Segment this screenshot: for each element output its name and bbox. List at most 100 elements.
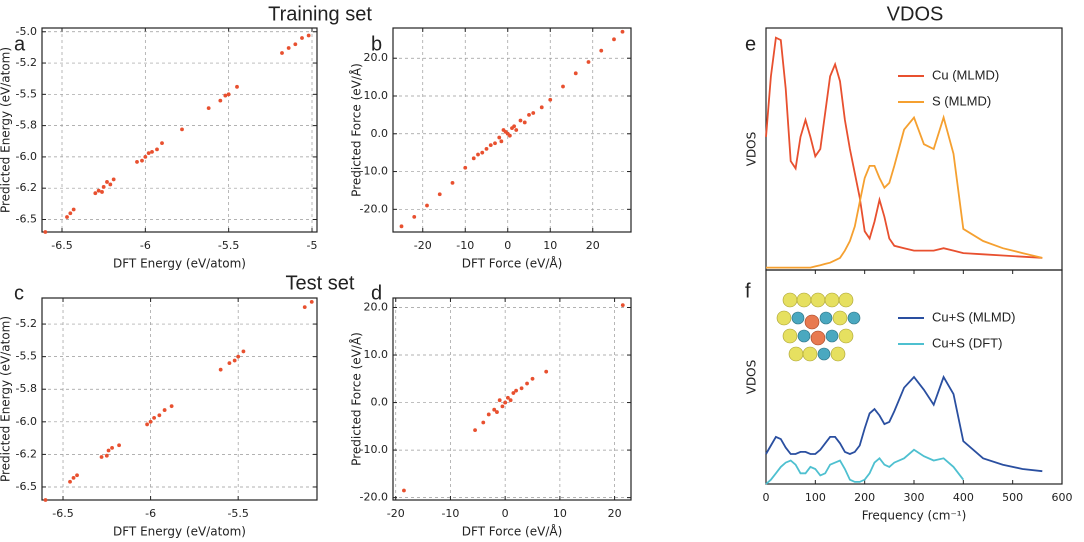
point	[235, 84, 239, 89]
y-tick-label: -10.0	[360, 165, 388, 178]
point	[155, 147, 159, 152]
panel-label: c	[14, 282, 24, 304]
panel-label: b	[371, 33, 382, 55]
point	[437, 192, 442, 197]
x-tick-label: 600	[1052, 491, 1073, 504]
x-tick-label: 20	[608, 507, 622, 520]
point	[525, 381, 529, 386]
point	[96, 188, 101, 193]
point	[218, 367, 223, 372]
y-tick-label: -20.0	[360, 491, 388, 504]
point	[486, 412, 491, 417]
point	[232, 358, 237, 363]
y-axis-label: Predicted Energy (eV/atom)	[0, 47, 13, 213]
y-tick-label: 20.0	[364, 51, 389, 64]
point	[544, 369, 549, 374]
point	[286, 46, 291, 50]
series-line	[765, 374, 1043, 473]
point	[488, 143, 493, 148]
point	[226, 92, 231, 97]
point	[586, 60, 591, 64]
point	[157, 413, 162, 418]
y-axis-label: VDOS	[745, 360, 759, 395]
point	[162, 408, 167, 412]
point	[143, 155, 148, 159]
point	[508, 398, 513, 403]
point	[150, 150, 154, 154]
y-tick-label: 0.0	[371, 396, 389, 409]
y-tick-label: -6.0	[16, 150, 37, 163]
legend-label: Cu (MLMD)	[932, 67, 999, 82]
heading: Training set	[268, 3, 372, 25]
point	[108, 182, 113, 187]
point	[43, 498, 48, 502]
legend-label: Cu+S (MLMD)	[932, 309, 1015, 324]
y-axis-label: Predicted Force (eV/Å)	[349, 332, 364, 466]
point	[505, 395, 510, 400]
plot-frame	[41, 27, 318, 233]
y-tick-label: -6.5	[16, 212, 37, 225]
point	[500, 404, 505, 409]
point	[117, 443, 121, 448]
y-tick-label: -5.5	[16, 87, 37, 100]
point	[104, 453, 109, 458]
point	[309, 300, 314, 304]
panel-label: f	[745, 280, 751, 302]
panel-label: a	[14, 33, 26, 55]
y-tick-label: -5.0	[16, 25, 37, 38]
y-tick-label: -10.0	[360, 443, 388, 456]
x-axis-label: DFT Energy (eV/atom)	[113, 257, 246, 271]
x-tick-label: -5.5	[227, 507, 248, 520]
y-tick-label: -5.8	[16, 119, 37, 132]
point	[511, 391, 516, 395]
series-line	[765, 36, 1043, 259]
heading: VDOS	[887, 3, 944, 25]
x-tick-label: -10	[456, 239, 474, 252]
point	[402, 488, 406, 493]
structure-inset	[776, 292, 861, 362]
point	[140, 158, 144, 163]
y-tick-label: 20.0	[364, 301, 389, 314]
point	[522, 120, 527, 125]
point	[480, 150, 485, 155]
point	[100, 190, 104, 194]
heading: Test set	[286, 272, 355, 294]
point	[599, 48, 604, 53]
point	[548, 97, 553, 102]
x-tick-label: 200	[854, 491, 875, 504]
point	[169, 404, 174, 409]
x-tick-label: -10	[441, 507, 459, 520]
x-tick-label: 500	[1002, 491, 1023, 504]
x-tick-label: 400	[953, 491, 974, 504]
y-axis-label: Predicted Force (eV/Å)	[349, 63, 364, 197]
point	[99, 455, 104, 459]
y-tick-label: -5.2	[16, 56, 37, 69]
point	[503, 400, 508, 405]
point	[236, 354, 241, 359]
point	[206, 106, 211, 110]
plot-frame	[392, 27, 632, 233]
x-tick-label: 100	[805, 491, 826, 504]
point	[612, 37, 616, 42]
y-tick-label: -6.0	[16, 415, 37, 428]
point	[280, 51, 284, 55]
point	[227, 361, 232, 366]
point	[495, 410, 499, 414]
x-axis-label: Frequency (cm⁻¹)	[862, 509, 967, 523]
point	[507, 133, 512, 138]
y-tick-label: -5.5	[16, 350, 37, 363]
point	[101, 185, 106, 189]
point	[160, 141, 164, 146]
point	[399, 224, 404, 229]
point	[527, 112, 531, 117]
point	[484, 146, 489, 151]
legend-label: Cu+S (DFT)	[932, 335, 1002, 350]
point	[620, 303, 625, 308]
point	[514, 128, 519, 132]
point	[300, 36, 304, 40]
point	[293, 42, 298, 47]
point	[148, 419, 153, 424]
point	[425, 203, 429, 208]
point	[75, 473, 79, 478]
